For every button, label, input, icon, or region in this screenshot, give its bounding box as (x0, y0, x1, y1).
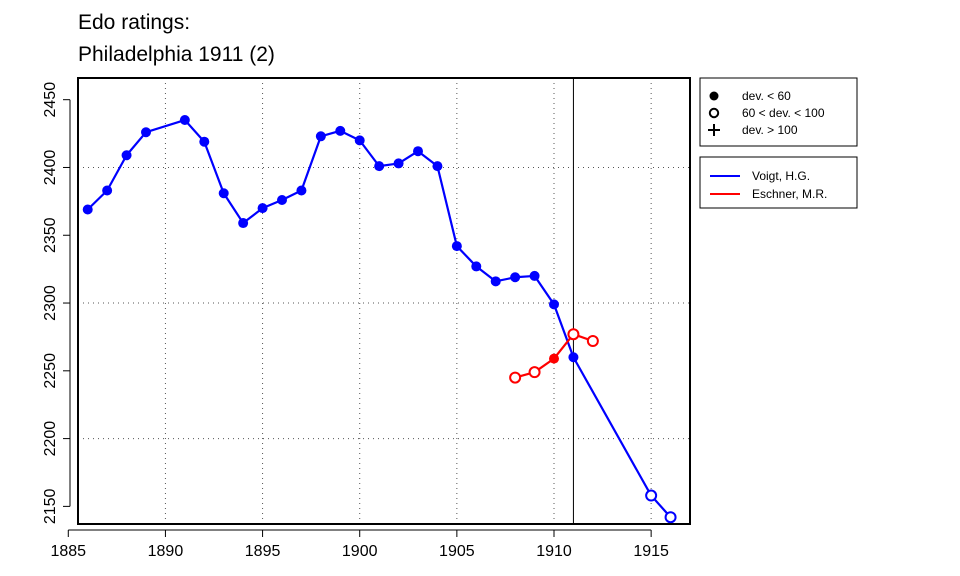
data-point (179, 115, 190, 126)
data-point (257, 203, 268, 214)
legend-symbol-plus (708, 124, 720, 136)
plot-frame (77, 77, 691, 525)
axes: 1885 1890 1895 1900 1905 1910 1915 2150 2200 2250… (42, 82, 669, 560)
data-point (315, 131, 326, 142)
data-point (218, 188, 229, 199)
data-point (199, 136, 210, 147)
data-point (335, 125, 346, 136)
y-tick-label: 2150 (42, 488, 59, 524)
data-point (121, 150, 132, 161)
data-point (374, 161, 385, 172)
legend-series-label: Eschner, M.R. (752, 187, 827, 201)
chart-title-line-1: Edo ratings: (78, 11, 190, 34)
grid-lines (78, 78, 690, 524)
data-point (567, 328, 580, 341)
data-point (141, 127, 151, 138)
data-point (82, 204, 93, 215)
legend-marker-label: 60 < dev. < 100 (742, 106, 825, 120)
data-point (490, 276, 501, 287)
y-tick-label: 2250 (42, 353, 59, 389)
y-tick-label: 2200 (42, 421, 59, 457)
series-eschner-m-r (509, 328, 599, 384)
marker-legend: dev. < 60 60 < dev. < 100 dev. > 100 (699, 77, 858, 147)
legend-marker-label: dev. < 60 (742, 89, 791, 103)
series-legend-box (699, 156, 858, 209)
data-point (432, 161, 443, 172)
marker-legend-box (699, 77, 858, 147)
data-point (471, 261, 482, 272)
data-point (568, 352, 579, 363)
y-tick-label: 2300 (42, 285, 59, 321)
data-point (549, 353, 559, 364)
data-point (528, 366, 541, 379)
x-tick-label: 1885 (50, 543, 86, 560)
data-point (413, 146, 423, 157)
legend-series-label: Voigt, H.G. (752, 169, 810, 183)
series-layer (82, 115, 677, 524)
data-point (549, 299, 559, 310)
data-point (277, 195, 287, 206)
data-point (393, 158, 404, 169)
x-tick-label: 1895 (245, 543, 281, 560)
data-point (238, 218, 249, 229)
legend-marker-label: dev. > 100 (742, 123, 798, 137)
x-tick-label: 1890 (148, 543, 184, 560)
y-tick-label: 2450 (42, 82, 59, 118)
chart-title-line-2: Philadelphia 1911 (2) (78, 43, 275, 66)
series-voigt-h-g (82, 115, 677, 524)
data-point (296, 185, 307, 196)
legend-symbol-open-circle (708, 107, 720, 119)
x-tick-label: 1900 (342, 543, 378, 560)
y-tick-label: 2350 (42, 217, 59, 253)
x-tick-label: 1915 (633, 543, 669, 560)
y-tick-label: 2400 (42, 150, 59, 186)
data-point (586, 334, 599, 347)
series-line (86, 118, 672, 518)
data-point (664, 511, 677, 524)
data-point (451, 241, 462, 252)
data-point (102, 185, 113, 196)
series-legend: Voigt, H.G. Eschner, M.R. (699, 156, 858, 209)
x-tick-label: 1905 (439, 543, 475, 560)
legend-symbol-filled-circle (709, 91, 719, 101)
data-point (510, 272, 521, 283)
data-point (645, 489, 658, 502)
data-point (354, 135, 365, 146)
data-point (529, 270, 540, 281)
data-point (509, 371, 522, 384)
x-tick-label: 1910 (536, 543, 572, 560)
